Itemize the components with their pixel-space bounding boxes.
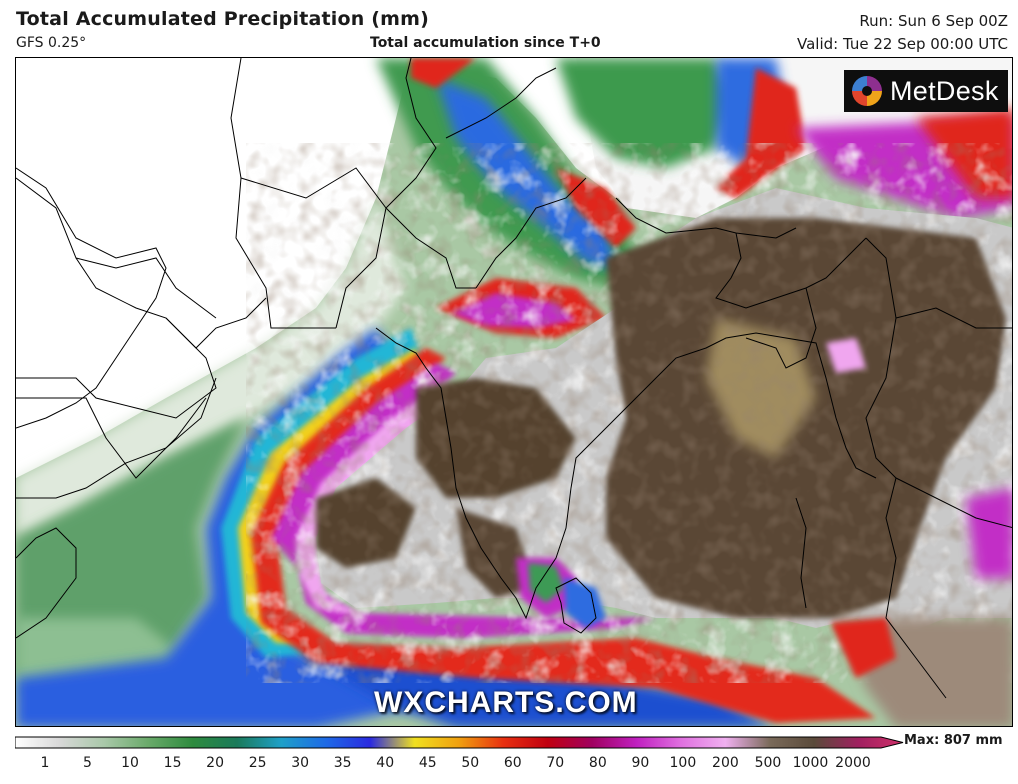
legend-tick-35: 35 [333,755,352,771]
metdesk-logo-text: MetDesk [890,75,999,106]
precipitation-map: MetDesk WXCHARTS.COM [15,57,1013,727]
legend-colorbar [15,736,904,749]
arabia-dry-area [16,58,411,478]
legend-tick-25: 25 [248,755,267,771]
country-borders [16,58,1012,699]
magenta-band [271,363,656,638]
metdesk-logo-icon [852,76,882,106]
model-label: GFS 0.25° [16,35,87,51]
legend-tick-15: 15 [163,755,182,771]
max-value-label: Max: 807 mm [904,733,1003,748]
legend-tick-90: 90 [631,755,650,771]
legend-tick-10: 10 [121,755,139,771]
legend-tick-20: 20 [206,755,225,771]
legend-tick-30: 30 [291,755,310,771]
red-band [251,348,876,723]
legend-tick-100: 100 [669,755,697,771]
srilanka-green [528,563,564,603]
tibet-red [716,68,806,198]
legend-tick-40: 40 [376,755,395,771]
legend-tick-5: 5 [83,755,92,771]
legend-tick-500: 500 [754,755,782,771]
metdesk-logo: MetDesk [844,70,1008,112]
legend-tick-70: 70 [546,755,565,771]
wxcharts-watermark: WXCHARTS.COM [374,686,638,719]
coastlines [16,167,877,634]
legend-tick-80: 80 [588,755,607,771]
chart-title: Total Accumulated Precipitation (mm) [16,8,430,30]
legend-tick-1: 1 [40,755,50,771]
north-red [411,58,476,88]
valid-time: Valid: Tue 22 Sep 00:00 UTC [797,35,1008,53]
gujarat-magenta [451,293,576,328]
chart-subtitle: Total accumulation since T+0 [370,35,601,51]
north-blue [436,78,616,268]
legend-tick-60: 60 [503,755,522,771]
arabian-sea-green [16,418,246,678]
tibet-green [556,58,736,168]
legend-tick-50: 50 [461,755,480,771]
legend-gradient [15,736,904,749]
bangladesh-pink [826,338,866,373]
legend-tick-labels: 1 5 10 15 20 25 30 35 40 45 50 60 70 80 90 100 200 500 100… [15,755,915,777]
east-red [916,108,1012,198]
burma-magenta [966,488,1012,578]
run-time: Run: Sun 6 Sep 00Z [859,12,1008,30]
legend-tick-2000: 2000 [835,755,871,771]
map-canvas [16,58,1012,726]
brown-texture [316,188,1012,638]
legend-tick-45: 45 [418,755,437,771]
arabian-sea-light [16,198,406,538]
andaman-red [831,618,896,678]
legend-tick-1000: 1000 [792,755,829,771]
color-legend: Max: 807 mm 1 5 10 15 20 25 30 35 40 45 50 60 70 80 90… [15,733,1018,783]
legend-tick-200: 200 [712,755,739,771]
